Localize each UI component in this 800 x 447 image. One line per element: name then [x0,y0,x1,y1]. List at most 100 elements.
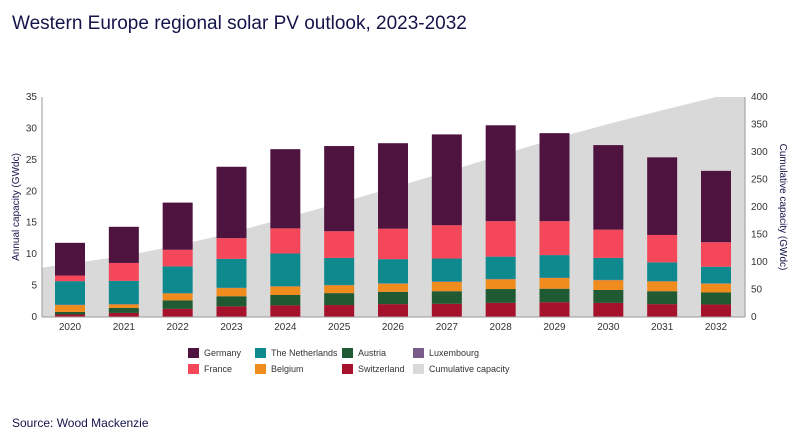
bar-belgium-2020 [55,305,85,312]
x-tick-label: 2025 [328,322,351,333]
left-y-tick-label: 10 [26,249,38,260]
bar-belgium-2030 [593,280,624,290]
legend-swatch-austria [342,348,353,358]
right-y-tick-label: 200 [751,202,768,213]
bar-switzerland-2028 [485,302,516,317]
bar-switzerland-2031 [647,304,678,317]
right-y-tick-label: 400 [751,92,768,103]
legend-label: Switzerland [358,364,405,374]
bar-austria-2030 [593,289,624,303]
bar-switzerland-2027 [431,303,462,317]
bar-the-netherlands-2023 [216,258,247,288]
bar-france-2025 [324,231,355,258]
left-y-tick-label: 15 [26,218,38,229]
left-y-tick-label: 5 [31,281,37,292]
bar-belgium-2023 [216,288,247,297]
bar-austria-2025 [324,293,355,306]
bar-belgium-2029 [539,278,570,289]
bar-the-netherlands-2022 [162,266,193,294]
x-tick-label: 2024 [274,322,297,333]
bar-switzerland-2030 [593,302,624,317]
bar-austria-2024 [270,295,301,306]
bar-france-2022 [162,249,193,267]
right-y-tick-label: 0 [751,312,757,323]
left-axis-title: Annual capacity (GWdc) [11,153,22,261]
bar-france-2020 [55,275,85,282]
right-y-tick-label: 350 [751,120,768,131]
bar-germany-2031 [647,157,678,235]
bar-the-netherlands-2030 [593,257,624,280]
bar-switzerland-2032 [701,304,731,317]
x-tick-label: 2026 [382,322,405,333]
legend-label: Belgium [271,364,304,374]
bar-belgium-2024 [270,286,301,295]
source-note: Source: Wood Mackenzie [12,416,149,430]
bar-france-2024 [270,228,301,254]
bar-germany-2032 [701,170,731,243]
legend-swatch-cumulative-capacity [413,364,424,374]
bar-germany-2023 [216,166,247,239]
bar-austria-2029 [539,288,570,303]
bar-france-2031 [647,234,678,263]
bar-germany-2027 [431,134,462,226]
legend-swatch-the-netherlands [255,348,266,358]
bar-germany-2025 [324,146,355,232]
bar-austria-2023 [216,296,247,307]
bar-austria-2026 [378,291,408,305]
bar-belgium-2022 [162,293,193,301]
bar-austria-2031 [647,291,678,305]
bar-germany-2028 [485,125,516,222]
bar-switzerland-2025 [324,305,355,317]
right-axis-title: Cumulative capacity (GWdc) [777,144,788,271]
x-tick-label: 2023 [220,322,243,333]
right-y-tick-label: 50 [751,285,763,296]
bar-the-netherlands-2028 [485,256,516,279]
bar-france-2028 [485,221,516,257]
bar-germany-2029 [539,133,570,222]
chart-title: Western Europe regional solar PV outlook… [12,13,467,34]
right-y-tick-label: 300 [751,147,768,158]
bar-switzerland-2020 [55,314,85,317]
bar-belgium-2026 [378,283,408,292]
right-y-tick-label: 250 [751,175,768,186]
left-y-tick-label: 30 [26,123,38,134]
legend-label: Germany [204,348,242,358]
legend-label: Luxembourg [429,348,479,358]
bar-the-netherlands-2025 [324,257,355,285]
bar-switzerland-2021 [108,312,139,317]
bar-belgium-2028 [485,279,516,290]
bar-austria-2027 [431,291,462,304]
legend-label: Austria [358,348,386,358]
x-tick-label: 2022 [167,322,190,333]
bar-the-netherlands-2029 [539,255,570,278]
legend-swatch-germany [188,348,199,358]
bar-belgium-2031 [647,281,678,292]
bar-austria-2020 [55,311,85,315]
legend-swatch-switzerland [342,364,353,374]
bar-belgium-2025 [324,285,355,294]
bar-austria-2032 [701,292,731,305]
bar-switzerland-2026 [378,304,408,317]
bar-the-netherlands-2020 [55,281,85,305]
x-tick-label: 2028 [490,322,513,333]
bar-germany-2022 [162,202,193,250]
bar-france-2027 [431,225,462,259]
left-y-tick-label: 0 [31,312,37,323]
bar-austria-2021 [108,307,139,313]
legend-swatch-luxembourg [413,348,424,358]
x-tick-label: 2029 [543,322,566,333]
bar-the-netherlands-2024 [270,253,301,287]
x-tick-label: 2032 [705,322,728,333]
left-y-tick-label: 35 [26,92,38,103]
bar-belgium-2021 [108,304,139,308]
legend-label: Cumulative capacity [429,364,510,374]
bar-switzerland-2023 [216,306,247,317]
legend-label: France [204,364,232,374]
bar-germany-2024 [270,149,301,229]
right-y-tick-label: 100 [751,257,768,268]
bar-the-netherlands-2027 [431,258,462,282]
bar-the-netherlands-2026 [378,259,408,284]
legend-swatch-france [188,364,199,374]
x-tick-label: 2020 [59,322,82,333]
